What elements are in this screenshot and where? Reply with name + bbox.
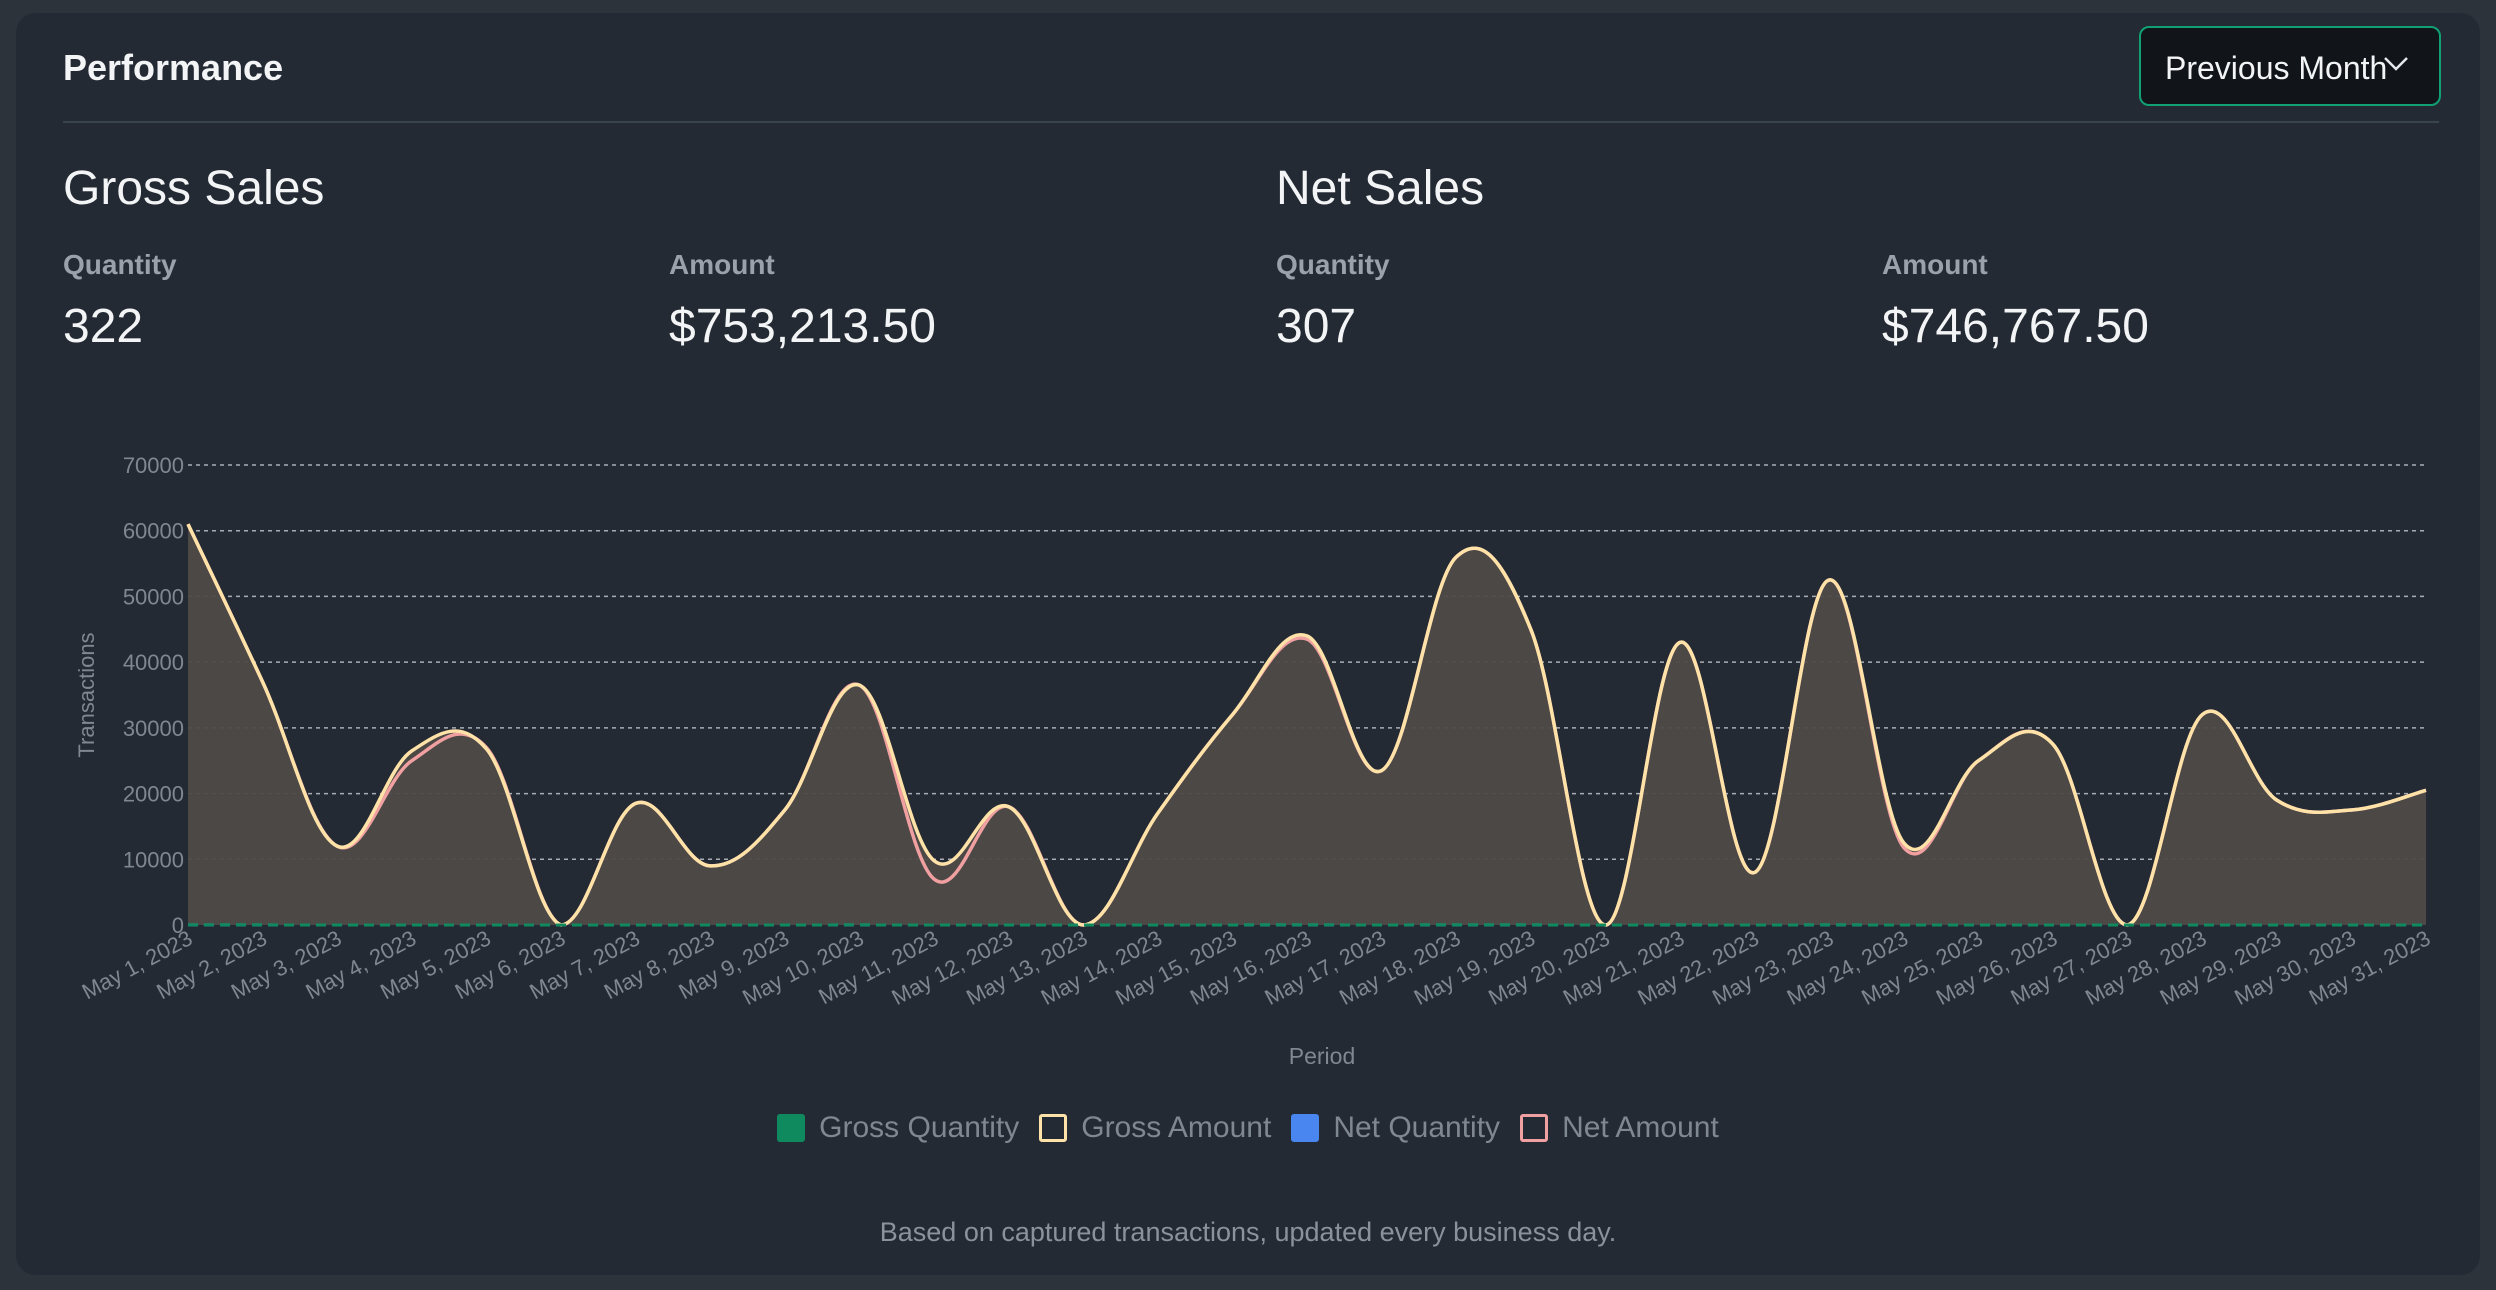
- net-quantity-label: Quantity: [1276, 249, 1390, 280]
- legend-label-net-amount: Net Amount: [1562, 1111, 1719, 1144]
- y-tick-label: 70000: [123, 453, 184, 478]
- legend-gross-amount[interactable]: Gross Amount: [1039, 1111, 1271, 1145]
- y-tick-label: 50000: [123, 584, 184, 609]
- y-tick-label: 40000: [123, 650, 184, 675]
- page-title: Performance: [63, 47, 284, 88]
- legend-swatch-net-quantity: [1291, 1114, 1320, 1142]
- gross-quantity-value: 322: [63, 300, 144, 353]
- gross-amount-line: [186, 523, 2427, 927]
- legend-gross-quantity[interactable]: Gross Quantity: [777, 1111, 1019, 1145]
- performance-card: Performance Previous Month Gross Sales Q…: [16, 13, 2480, 1275]
- net-amount-value: $746,767.50: [1882, 300, 2149, 353]
- legend-swatch-gross-quantity: [777, 1114, 806, 1142]
- y-tick-label: 0: [172, 913, 184, 938]
- footnote: Based on captured transactions, updated …: [879, 1217, 1617, 1247]
- net-quantity-value: 307: [1276, 300, 1357, 353]
- legend-net-amount[interactable]: Net Amount: [1520, 1111, 1719, 1145]
- gross-quantity-label: Quantity: [63, 249, 177, 280]
- legend-net-quantity[interactable]: Net Quantity: [1291, 1111, 1500, 1145]
- chevron-down-icon: [2384, 57, 2408, 71]
- legend-swatch-gross-amount: [1039, 1114, 1068, 1142]
- performance-chart: 0 10000 20000 30000 40000 50000 60000 70000 Tran…: [74, 453, 2434, 1069]
- legend-label-gross-amount: Gross Amount: [1081, 1111, 1272, 1144]
- card-header: Performance Previous Month: [63, 13, 2441, 123]
- y-tick-label: 20000: [123, 782, 184, 807]
- gross-amount-label: Amount: [669, 249, 775, 280]
- y-tick-label: 30000: [123, 716, 184, 741]
- gross-amount-area: [188, 524, 2426, 925]
- gross-sales-title: Gross Sales: [63, 162, 325, 215]
- period-select[interactable]: Previous Month: [2139, 26, 2441, 106]
- y-tick-label: 10000: [123, 847, 184, 872]
- period-select-value: Previous Month: [2165, 50, 2388, 86]
- y-tick-label: 60000: [123, 519, 184, 544]
- chart-legend: Gross Quantity Gross Amount Net Quantity…: [16, 1111, 2480, 1145]
- legend-label-gross-quantity: Gross Quantity: [819, 1111, 1020, 1144]
- x-axis-label: Period: [1289, 1043, 1355, 1069]
- net-sales-title: Net Sales: [1276, 162, 1485, 215]
- y-axis-label: Transactions: [74, 632, 99, 757]
- legend-label-net-quantity: Net Quantity: [1333, 1111, 1501, 1144]
- legend-swatch-net-amount: [1520, 1114, 1549, 1142]
- net-amount-label: Amount: [1882, 249, 1988, 280]
- gross-amount-value: $753,213.50: [669, 300, 936, 353]
